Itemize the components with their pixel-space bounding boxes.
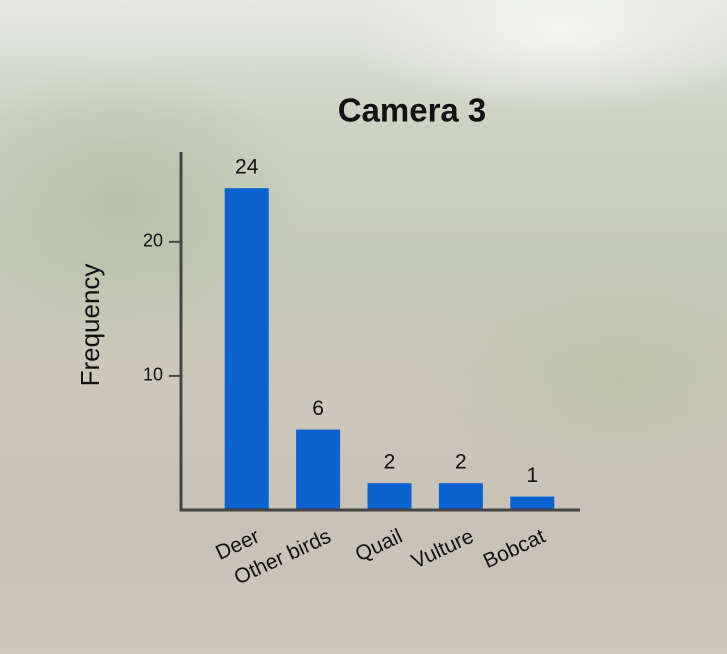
bar xyxy=(367,483,412,510)
x-tick-label: Vulture xyxy=(408,525,477,574)
bar xyxy=(510,496,555,510)
bar xyxy=(438,483,483,510)
y-tick-label: 10 xyxy=(143,365,163,385)
data-label: 2 xyxy=(455,451,467,474)
bar xyxy=(224,188,269,510)
data-label: 1 xyxy=(526,464,538,487)
data-label: 2 xyxy=(384,451,396,474)
bar xyxy=(296,429,341,510)
axes xyxy=(179,152,580,512)
x-tick-label: Quail xyxy=(352,525,406,567)
y-tick-label: 20 xyxy=(143,231,163,251)
y-axis-label: Frequency xyxy=(75,264,105,387)
data-label: 6 xyxy=(312,397,324,420)
x-tick-label: Bobcat xyxy=(480,525,549,574)
chart-title: Camera 3 xyxy=(338,92,487,129)
data-label: 24 xyxy=(235,156,259,179)
